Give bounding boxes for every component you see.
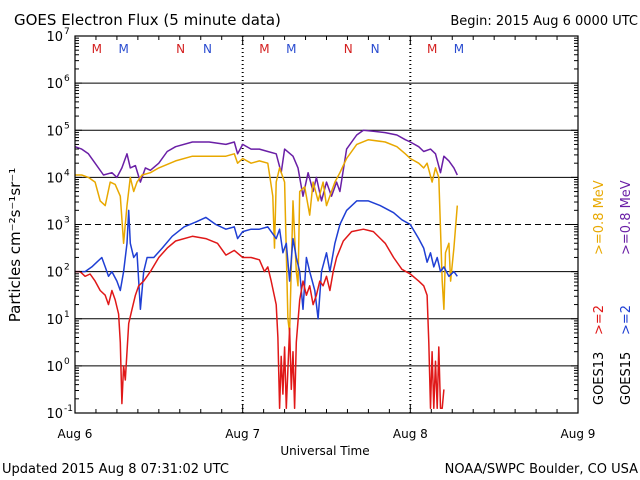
legend-label: GOES13 — [592, 352, 607, 405]
right-legend: GOES13 >=2 >=0.8 MeV GOES15 >=2 >=0.8 MeV — [592, 180, 634, 405]
updated-timestamp: Updated 2015 Aug 8 07:31:02 UTC — [2, 462, 229, 477]
legend-label: GOES15 — [619, 352, 634, 405]
y-tick-exponent: -1 — [64, 404, 73, 414]
y-tick-exponent: 4 — [64, 168, 70, 178]
series-line — [75, 228, 445, 410]
y-tick-label: 10 — [46, 407, 63, 422]
satellite-marker: N — [203, 42, 212, 56]
source-credit: NOAA/SWPC Boulder, CO USA — [445, 462, 638, 477]
legend-label: >=0.8 MeV — [592, 180, 607, 255]
x-tick-label: Aug 7 — [225, 427, 260, 441]
y-tick-label: 10 — [46, 124, 63, 139]
series-line — [74, 129, 458, 202]
legend-label: >=2 — [619, 305, 634, 335]
y-tick-exponent: 0 — [64, 357, 70, 367]
series-line — [75, 200, 458, 320]
y-tick-exponent: 6 — [64, 74, 70, 84]
satellite-marker: M — [286, 42, 296, 56]
x-tick-label: Aug 9 — [561, 427, 596, 441]
series-line — [75, 138, 459, 334]
y-tick-label: 10 — [46, 171, 63, 186]
y-tick-label: 10 — [46, 360, 63, 375]
y-tick-label: 10 — [46, 313, 63, 328]
y-tick-exponent: 5 — [64, 121, 70, 131]
y-tick-exponent: 1 — [64, 310, 70, 320]
chart-title: GOES Electron Flux (5 minute data) — [14, 11, 281, 29]
y-tick-exponent: 3 — [64, 216, 70, 226]
y-tick-label: 10 — [46, 219, 63, 234]
legend-label: >=2 — [592, 305, 607, 335]
satellite-marker: N — [176, 42, 185, 56]
y-tick-label: 10 — [46, 266, 63, 281]
x-axis-ticks: Aug 6 Aug 7 Aug 8 Aug 9 — [58, 36, 596, 441]
y-tick-exponent: 2 — [64, 263, 70, 273]
satellite-marker: M — [118, 42, 128, 56]
satellite-marker: M — [454, 42, 464, 56]
satellite-marker: N — [344, 42, 353, 56]
gridlines — [75, 82, 578, 367]
y-axis-label: Particles cm⁻²s⁻¹sr⁻¹ — [6, 168, 24, 322]
satellite-marker: N — [371, 42, 380, 56]
x-tick-label: Aug 6 — [58, 427, 93, 441]
satellite-marker: M — [259, 42, 269, 56]
satellite-marker: M — [92, 42, 102, 56]
y-tick-label: 10 — [46, 77, 63, 92]
x-axis-label: Universal Time — [280, 444, 369, 458]
y-tick-label: 10 — [46, 30, 63, 45]
begin-label: Begin: 2015 Aug 6 0000 UTC — [450, 14, 638, 29]
y-tick-exponent: 7 — [64, 27, 70, 37]
x-tick-label: Aug 8 — [393, 427, 428, 441]
legend-label: >=0.8 MeV — [619, 180, 634, 255]
data-series — [74, 129, 459, 410]
satellite-marker: M — [427, 42, 437, 56]
